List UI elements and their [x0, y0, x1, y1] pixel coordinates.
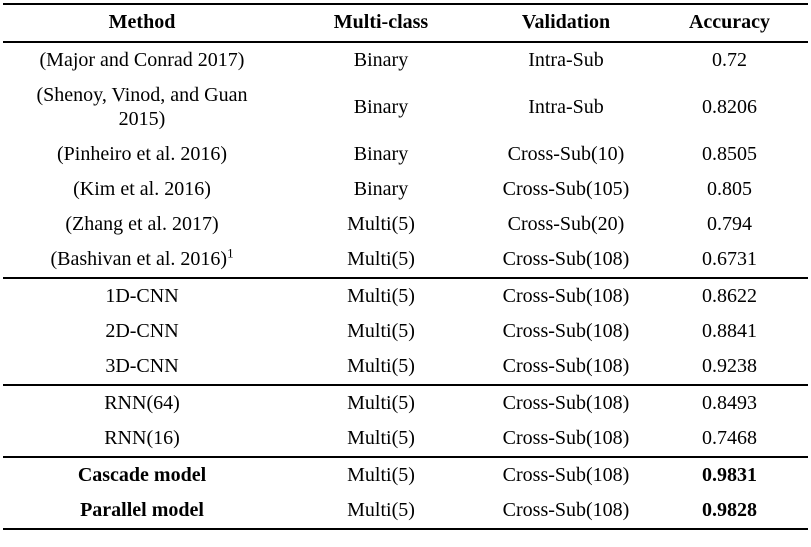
method-cell: 3D-CNN	[105, 355, 179, 377]
table-header: Method Multi-class Validation Accuracy	[3, 4, 808, 42]
multi-class-cell: Multi(5)	[347, 285, 415, 307]
table-row: 3D-CNN Multi(5) Cross-Sub(108) 0.9238	[3, 349, 808, 385]
table-row: (Bashivan et al. 2016)1 Multi(5) Cross-Sub…	[3, 242, 808, 278]
multi-class-cell: Multi(5)	[347, 499, 415, 521]
method-cell: (Pinheiro et al. 2016)	[57, 143, 227, 165]
method-cell: (Kim et al. 2016)	[73, 178, 211, 200]
table-row: 2D-CNN Multi(5) Cross-Sub(108) 0.8841	[3, 314, 808, 349]
validation-cell: Cross-Sub(10)	[507, 143, 625, 165]
accuracy-cell: 0.6731	[702, 248, 757, 270]
multi-class-cell: Multi(5)	[347, 248, 415, 270]
validation-cell: Intra-Sub	[528, 49, 604, 71]
table-row: 1D-CNN Multi(5) Cross-Sub(108) 0.8622	[3, 278, 808, 314]
validation-cell: Cross-Sub(108)	[502, 499, 630, 521]
validation-cell: Cross-Sub(108)	[502, 248, 630, 270]
multi-class-cell: Multi(5)	[347, 355, 415, 377]
accuracy-cell: 0.794	[707, 213, 752, 235]
table-row: (Zhang et al. 2017) Multi(5) Cross-Sub(20)…	[3, 207, 808, 242]
table-row: (Kim et al. 2016) Binary Cross-Sub(105) 0.8…	[3, 172, 808, 207]
accuracy-cell: 0.9238	[702, 355, 757, 377]
validation-cell: Cross-Sub(108)	[502, 285, 630, 307]
table-row: (Shenoy, Vinod, and Guan 2015) Binary Intr…	[3, 78, 808, 137]
validation-cell: Cross-Sub(108)	[502, 320, 630, 342]
column-header-validation: Validation	[521, 11, 611, 33]
multi-class-cell: Multi(5)	[347, 213, 415, 235]
table-row: (Major and Conrad 2017) Binary Intra-Sub 0.…	[3, 42, 808, 78]
validation-cell: Cross-Sub(108)	[502, 464, 630, 486]
accuracy-cell: 0.8622	[702, 285, 757, 307]
validation-cell: Cross-Sub(105)	[502, 178, 630, 200]
method-cell: (Bashivan et al. 2016)1	[50, 245, 234, 270]
multi-class-cell: Multi(5)	[347, 464, 415, 486]
multi-class-cell: Binary	[353, 49, 409, 71]
accuracy-cell: 0.8505	[702, 143, 757, 165]
accuracy-cell: 0.8206	[702, 96, 757, 118]
method-cell: Cascade model	[77, 464, 207, 486]
table-row: Parallel model Multi(5) Cross-Sub(108) 0.98…	[3, 493, 808, 529]
accuracy-cell: 0.9828	[702, 499, 757, 521]
header-row: Method Multi-class Validation Accuracy	[3, 4, 808, 42]
method-cell: RNN(64)	[104, 392, 180, 414]
method-cell: (Major and Conrad 2017)	[39, 49, 245, 71]
validation-cell: Cross-Sub(108)	[502, 427, 630, 449]
accuracy-cell: 0.9831	[702, 464, 757, 486]
validation-cell: Intra-Sub	[528, 96, 604, 118]
validation-cell: Cross-Sub(20)	[507, 213, 625, 235]
method-cell: 2D-CNN	[105, 320, 179, 342]
column-header-multi-class: Multi-class	[333, 11, 429, 33]
multi-class-cell: Binary	[353, 178, 409, 200]
method-cell: (Zhang et al. 2017)	[65, 213, 219, 235]
multi-class-cell: Multi(5)	[347, 392, 415, 414]
multi-class-cell: Multi(5)	[347, 320, 415, 342]
footnote-marker: 1	[227, 245, 234, 261]
multi-class-cell: Binary	[353, 143, 409, 165]
column-header-method: Method	[108, 11, 176, 33]
method-cell: 1D-CNN	[105, 285, 179, 307]
column-header-accuracy: Accuracy	[688, 11, 771, 33]
accuracy-cell: 0.8841	[702, 320, 757, 342]
method-cell: Parallel model	[80, 499, 204, 521]
table-row: RNN(64) Multi(5) Cross-Sub(108) 0.8493	[3, 385, 808, 421]
table-row: (Pinheiro et al. 2016) Binary Cross-Sub(10…	[3, 137, 808, 172]
table-row: Cascade model Multi(5) Cross-Sub(108) 0.983…	[3, 457, 808, 493]
multi-class-cell: Binary	[353, 96, 409, 118]
table-row: RNN(16) Multi(5) Cross-Sub(108) 0.7468	[3, 421, 808, 457]
method-cell: (Shenoy, Vinod, and Guan 2015)	[36, 84, 248, 130]
validation-cell: Cross-Sub(108)	[502, 392, 630, 414]
table-body: (Major and Conrad 2017) Binary Intra-Sub 0.…	[3, 42, 808, 529]
accuracy-cell: 0.72	[712, 49, 747, 71]
method-cell: RNN(16)	[104, 427, 180, 449]
validation-cell: Cross-Sub(108)	[502, 355, 630, 377]
results-table: Method Multi-class Validation Accuracy (…	[3, 3, 808, 530]
accuracy-cell: 0.8493	[702, 392, 757, 414]
accuracy-cell: 0.805	[707, 178, 752, 200]
multi-class-cell: Multi(5)	[347, 427, 415, 449]
accuracy-cell: 0.7468	[702, 427, 757, 449]
